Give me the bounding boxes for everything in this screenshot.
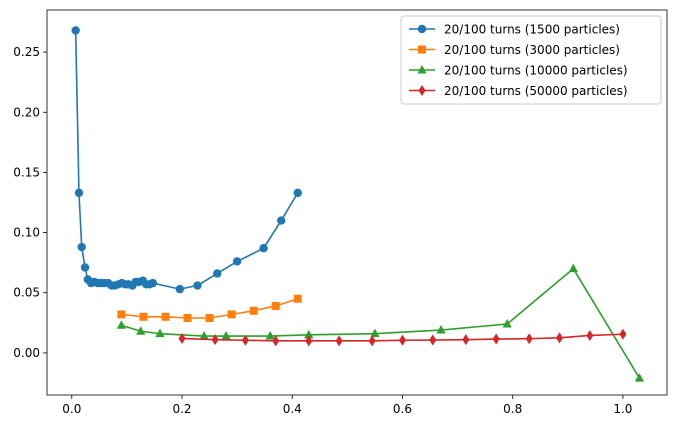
data-point [241, 334, 249, 346]
x-tick-label: 0.2 [172, 402, 191, 416]
data-point [74, 188, 84, 198]
data-point [272, 335, 280, 347]
legend-item: 20/100 turns (50000 particles) [409, 84, 628, 98]
series-1 [71, 26, 302, 294]
y-tick-label: 0.10 [13, 226, 40, 240]
data-point [586, 329, 594, 341]
data-point [271, 301, 280, 310]
data-point [429, 334, 437, 346]
legend-label: 20/100 turns (10000 particles) [444, 64, 628, 78]
data-point [398, 334, 406, 346]
legend-marker [417, 24, 427, 34]
data-point [213, 269, 222, 278]
data-point [211, 334, 219, 346]
data-point [227, 310, 236, 319]
plot-area [46, 9, 668, 396]
legend-label: 20/100 turns (3000 particles) [444, 43, 620, 57]
x-tick-label: 0.6 [393, 402, 412, 416]
data-point [161, 312, 170, 321]
y-axis: 0.00 0.05 0.10 0.15 0.20 0.25 [13, 45, 47, 360]
series-layer [71, 26, 645, 382]
data-point [175, 284, 185, 294]
legend: 20/100 turns (1500 particles) 20/100 turn… [400, 15, 662, 105]
legend-item: 20/100 turns (1500 particles) [409, 23, 620, 37]
data-point [259, 244, 268, 253]
data-point [462, 334, 470, 346]
series-line [121, 267, 641, 379]
series-3 [116, 263, 645, 382]
legend-label: 20/100 turns (1500 particles) [444, 23, 620, 37]
y-tick-label: 0.25 [13, 45, 40, 59]
data-point [80, 263, 90, 272]
data-point [117, 310, 126, 319]
legend-marker [418, 45, 426, 54]
data-point [525, 333, 533, 345]
data-point [634, 373, 645, 382]
series-2 [117, 294, 302, 322]
data-point [178, 332, 186, 344]
data-point [148, 278, 158, 288]
data-point [502, 319, 512, 328]
data-point [71, 26, 80, 35]
data-point [335, 335, 343, 347]
data-point [116, 320, 126, 329]
x-tick-label: 0.8 [503, 402, 522, 416]
data-point [305, 335, 313, 347]
legend-item: 20/100 turns (10000 particles) [409, 64, 628, 78]
legend-label: 20/100 turns (50000 particles) [444, 84, 628, 98]
data-point [265, 331, 275, 340]
x-tick-label: 0.0 [62, 402, 81, 416]
data-point [139, 312, 148, 321]
y-tick-label: 0.00 [13, 346, 40, 360]
data-point [205, 314, 214, 322]
data-point [77, 242, 86, 252]
data-point [232, 257, 242, 266]
data-point [155, 328, 165, 338]
y-tick-label: 0.15 [13, 165, 40, 179]
x-tick-label: 1.0 [613, 402, 632, 416]
data-point [193, 281, 202, 290]
legend-box [400, 15, 662, 105]
legend-marker [417, 65, 427, 74]
y-tick-label: 0.05 [13, 286, 40, 300]
data-point [199, 331, 209, 340]
data-point [568, 263, 578, 273]
data-point [304, 329, 314, 339]
data-point [556, 332, 564, 344]
data-point [221, 331, 231, 340]
data-point [368, 335, 376, 347]
axes-frame [46, 9, 668, 396]
x-tick-label: 0.4 [283, 402, 302, 416]
data-point [136, 326, 146, 335]
data-point [293, 294, 302, 303]
data-point [293, 188, 302, 198]
y-tick-label: 0.20 [13, 105, 40, 119]
legend-marker [418, 85, 426, 96]
series-4 [178, 328, 627, 347]
data-point [436, 325, 446, 334]
data-point [619, 328, 627, 340]
data-point [277, 216, 286, 225]
legend-item: 20/100 turns (3000 particles) [409, 43, 620, 57]
data-point [183, 314, 192, 322]
data-point [370, 328, 380, 338]
x-axis: 0.0 0.2 0.4 0.6 0.8 1.0 [62, 395, 632, 416]
data-point [492, 333, 500, 345]
data-point [249, 306, 258, 315]
